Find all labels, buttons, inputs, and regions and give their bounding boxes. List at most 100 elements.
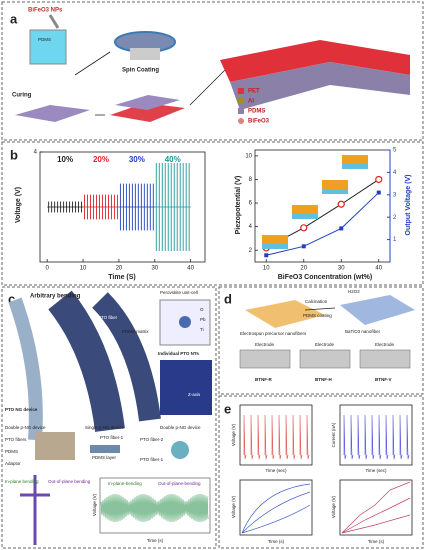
label: BaTiO3 nanofiber: [345, 329, 381, 334]
y2-axis-label: Output Voltage (V): [405, 175, 412, 236]
label: Adaptor: [5, 461, 21, 466]
plot-frame: [239, 404, 313, 466]
label: Electrode: [315, 342, 335, 347]
legend-label: PET: [248, 89, 260, 95]
device: [90, 445, 120, 453]
dropper: [48, 14, 60, 29]
film: [115, 95, 180, 110]
label: PTO fiber-1: [100, 435, 124, 440]
y-axis-label: Voltage (V): [331, 495, 336, 518]
y2-tick-label: 3: [393, 192, 397, 198]
panel-a-frame: [1, 1, 424, 141]
label: Double p-NG device: [160, 425, 201, 430]
panel-label: e: [224, 401, 231, 416]
panel-d: d H2O2 Electrospun precursor nanofibers …: [224, 289, 415, 382]
plot-frame: [339, 404, 413, 466]
series-label: 30%: [129, 155, 145, 164]
y-tick-label: 10: [245, 153, 252, 159]
point: [376, 190, 381, 195]
nt-image: [160, 360, 212, 415]
inset: [322, 180, 348, 189]
arrow: [95, 69, 226, 116]
legend-swatch: [238, 88, 244, 94]
panel-a: a BiFeO3 NPs PDMS Spin Coating Curing PE…: [10, 8, 410, 125]
panel-c: c Arbitrary bending PTO fiber PDMS matri…: [5, 290, 212, 545]
series-line: [266, 192, 380, 256]
x-tick-label: 0: [46, 266, 50, 272]
label: Curing: [12, 93, 32, 99]
x-tick-label: 40: [187, 266, 194, 272]
x-axis-label: Time (s): [147, 538, 164, 543]
fibers: [245, 300, 325, 328]
x-axis-label: Time (s): [368, 539, 385, 544]
x-tick-label: 20: [116, 266, 123, 272]
bending-diagram: [20, 475, 50, 545]
device: [230, 62, 410, 110]
panel-e-frame: [218, 395, 424, 549]
panel-e: e Voltage (V) Time (sec) Current (nA) Ti…: [224, 401, 413, 544]
label: BTNF-H: [315, 377, 332, 382]
point: [264, 253, 269, 258]
label: Single p-NG device: [85, 425, 124, 430]
label: Spin Coating: [122, 68, 159, 74]
inset: [342, 164, 368, 169]
x-tick-label: 30: [338, 266, 345, 272]
y-tick-label: 8: [249, 177, 253, 183]
x-tick-label: 10: [263, 266, 270, 272]
y-tick-label: 2: [249, 248, 253, 254]
label: BTNF-R: [255, 377, 272, 382]
inset: [292, 205, 318, 214]
photo: [35, 432, 75, 460]
y2-tick-label: 4: [393, 170, 397, 176]
label: Perovskite unit-cell: [160, 290, 198, 295]
panel-label: d: [224, 291, 232, 306]
inset: [262, 244, 288, 249]
label: In-plane-bending: [108, 481, 142, 486]
legend-label: BiFeO3: [248, 119, 270, 125]
x-tick-label: 30: [151, 266, 158, 272]
ng-device: [8, 297, 43, 441]
film: [15, 105, 90, 122]
point: [337, 200, 345, 208]
point: [300, 224, 308, 232]
x-axis-label: Time (s): [268, 539, 285, 544]
film: [110, 103, 185, 122]
curve: [341, 481, 411, 534]
waveform: [343, 414, 410, 460]
fibers: [340, 295, 415, 325]
legend-label: PDMS: [248, 109, 265, 115]
y-tick-label: 4: [249, 224, 253, 230]
beaker: [29, 29, 67, 65]
label: Out-of-plane-bending: [158, 481, 201, 486]
y-axis-label: Voltage (V): [231, 423, 236, 446]
plot-frame: [39, 151, 206, 263]
label: PDMS: [5, 449, 18, 454]
legend-label: Al: [248, 99, 254, 105]
legend-swatch: [238, 98, 244, 104]
label: PTO NG device: [5, 407, 38, 412]
y-tick-label: 4: [34, 150, 38, 156]
y2-tick-label: 5: [393, 148, 397, 154]
panel-d-frame: [218, 286, 424, 395]
y-axis-label: Piezopotential (V): [235, 176, 242, 235]
device: [220, 40, 410, 82]
panel-b-frame: [1, 141, 424, 286]
y-axis-label: Voltage (V): [92, 493, 97, 516]
panel-label: b: [10, 147, 18, 162]
series-label: 40%: [165, 155, 181, 164]
waveform: [243, 414, 310, 460]
spin-base: [130, 48, 160, 60]
plot-frame: [339, 479, 413, 536]
x-axis-label: Time (sec): [365, 468, 387, 473]
label: Double p-NG device: [5, 425, 46, 430]
label: PTO fibers: [5, 437, 27, 442]
point: [339, 226, 344, 231]
inset: [322, 189, 348, 194]
y-tick-label: 6: [249, 201, 253, 207]
y-axis-label: Voltage (V): [231, 495, 236, 518]
arrow: [304, 307, 336, 311]
inset: [342, 155, 368, 164]
y2-tick-label: 2: [393, 215, 397, 221]
label: Arbitrary bending: [30, 294, 81, 300]
